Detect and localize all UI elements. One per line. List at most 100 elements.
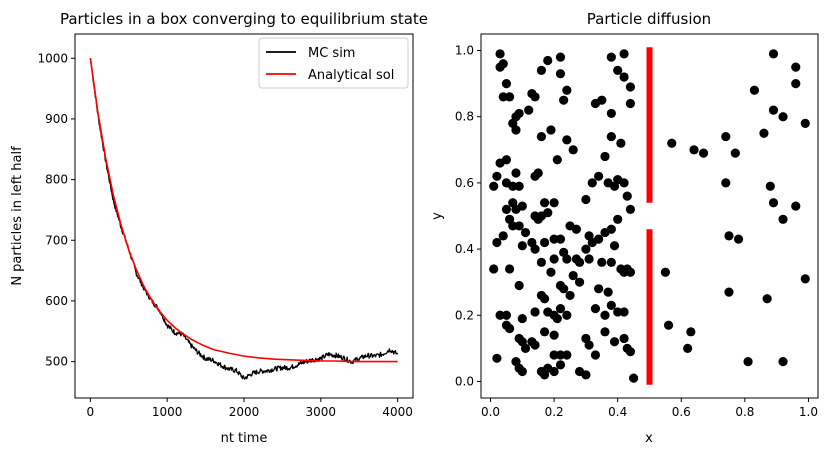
- particle-point: [619, 49, 629, 59]
- particle-point: [778, 357, 788, 367]
- particle-point: [492, 353, 502, 363]
- plot-area: [489, 47, 810, 385]
- y-tick-label: 500: [45, 355, 68, 369]
- particle-point: [492, 237, 502, 248]
- particle-point: [600, 327, 610, 337]
- particle-point: [660, 267, 671, 277]
- particle-point: [549, 198, 559, 208]
- particle-point: [505, 214, 515, 224]
- particle-point: [791, 201, 801, 211]
- particle-point: [549, 330, 559, 340]
- plot-area: [89, 58, 399, 380]
- particle-point: [689, 145, 699, 155]
- y-tick-label: 0.4: [455, 242, 474, 256]
- chart-title: Particle diffusion: [587, 10, 711, 28]
- particle-point: [594, 284, 604, 294]
- particle-point: [768, 49, 779, 59]
- particle-point: [549, 234, 559, 244]
- particle-point: [530, 211, 540, 221]
- particle-point: [568, 145, 578, 155]
- particle-point: [730, 148, 740, 158]
- x-tick-label: 3000: [306, 405, 337, 419]
- particle-point: [552, 155, 562, 165]
- particle-point: [524, 105, 534, 115]
- y-tick-label: 600: [45, 294, 68, 308]
- particle-point: [778, 214, 788, 224]
- y-axis-label: N particles in left half: [10, 146, 25, 286]
- particle-point: [559, 95, 569, 105]
- x-tick-label: 0.4: [608, 405, 627, 419]
- legend-box: [258, 37, 409, 89]
- legend-label-analytical: Analytical sol: [308, 68, 394, 83]
- x-axis-ticks: 0 1000 2000 3000 4000: [87, 398, 413, 419]
- particle-point: [498, 231, 508, 241]
- particle-point: [733, 234, 744, 244]
- particle-point: [533, 168, 543, 178]
- particle-point: [555, 360, 566, 370]
- series-line-mc-sim: [89, 58, 399, 380]
- particle-point: [539, 198, 550, 208]
- particle-point: [517, 366, 527, 377]
- y-axis-label: y: [430, 212, 445, 220]
- particle-point: [489, 181, 499, 191]
- particle-point: [683, 343, 693, 353]
- particle-point: [698, 148, 709, 158]
- particle-point: [606, 108, 616, 119]
- particle-point: [765, 181, 775, 191]
- series-line-analytical: [89, 58, 398, 363]
- particle-point: [619, 333, 629, 344]
- particle-point: [625, 98, 636, 109]
- y-tick-label: 700: [45, 233, 68, 247]
- particle-point: [530, 244, 540, 254]
- particle-point: [721, 178, 731, 188]
- particle-point: [552, 313, 562, 324]
- y-tick-label: 1.0: [455, 44, 474, 58]
- particle-point: [546, 267, 556, 277]
- legend: MC sim Analytical sol: [258, 37, 409, 89]
- particle-point: [536, 257, 547, 267]
- particle-point: [759, 128, 769, 138]
- x-tick-label: 0: [87, 405, 95, 419]
- particle-point: [768, 105, 779, 115]
- particle-point: [606, 131, 616, 142]
- particle-point: [501, 155, 512, 165]
- particle-point: [495, 310, 505, 320]
- particle-point: [549, 350, 559, 360]
- particle-point: [619, 178, 629, 188]
- particle-point: [724, 231, 734, 241]
- particle-point: [667, 138, 677, 148]
- particle-point: [562, 350, 572, 360]
- particle-point: [587, 178, 597, 188]
- particle-point: [543, 55, 553, 66]
- particle-point: [520, 343, 531, 353]
- particle-point: [587, 237, 597, 248]
- x-tick-label: 0.8: [735, 405, 754, 419]
- particle-point: [508, 181, 518, 191]
- particle-point: [568, 270, 578, 281]
- particle-point: [495, 49, 505, 59]
- particle-point: [590, 98, 601, 109]
- particle-point: [514, 108, 524, 119]
- particle-point: [565, 290, 575, 301]
- x-tick-label: 4000: [382, 405, 413, 419]
- particle-point: [539, 294, 550, 304]
- y-tick-label: 0.2: [455, 308, 474, 322]
- particle-point: [762, 294, 772, 304]
- particle-point: [609, 241, 620, 251]
- x-tick-label: 0.2: [545, 405, 564, 419]
- particle-point: [562, 135, 572, 145]
- particle-point: [584, 254, 594, 264]
- x-axis-label: x: [645, 431, 653, 446]
- legend-label-mc-sim: MC sim: [308, 46, 355, 61]
- chart-particle-diffusion: Particle diffusion 0.0 0.2 0.4 0.6 0.8 1.0 0.…: [430, 10, 819, 446]
- particle-point: [498, 92, 508, 102]
- y-axis-ticks: 500 600 700 800 900 1000: [37, 51, 75, 369]
- particle-point: [539, 237, 550, 248]
- particle-point: [549, 254, 559, 264]
- particle-point: [505, 264, 515, 274]
- particle-point: [594, 171, 604, 181]
- particle-point: [530, 307, 540, 317]
- y-tick-label: 0.0: [455, 374, 474, 388]
- chart-mc-convergence: Particles in a box converging to equilib…: [10, 10, 428, 446]
- particle-point: [625, 82, 636, 92]
